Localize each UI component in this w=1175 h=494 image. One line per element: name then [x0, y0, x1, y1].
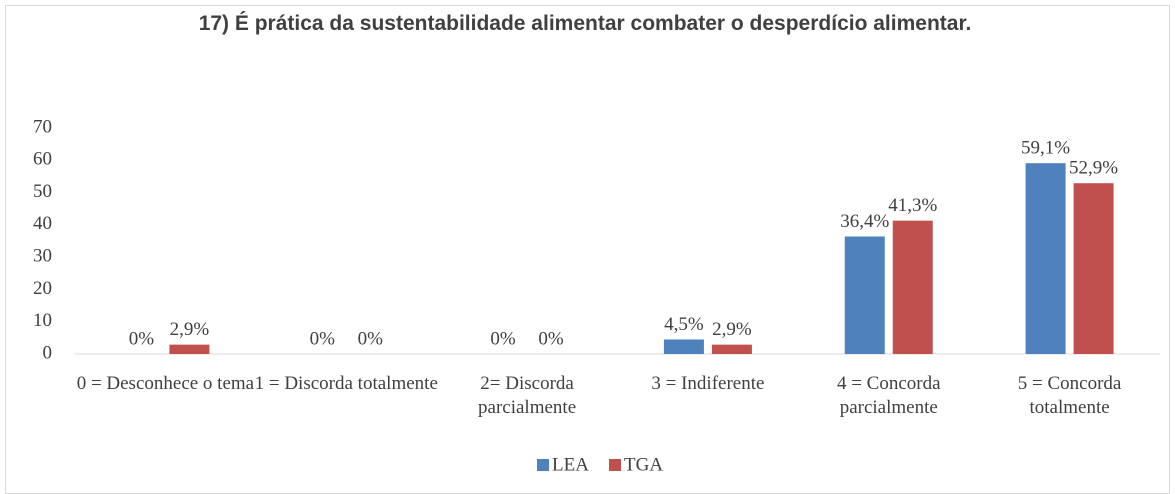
data-label: 2,9% [170, 319, 210, 340]
y-tick-label: 10 [33, 310, 52, 331]
x-tick-label: 5 = Concorda totalmente [1017, 373, 1122, 418]
y-tick-label: 0 [43, 342, 53, 363]
bar [1073, 183, 1114, 354]
data-label: 59,1% [1021, 138, 1070, 159]
y-tick-label: 20 [33, 278, 52, 299]
y-tick-label: 40 [33, 213, 52, 234]
legend-label: LEA [552, 454, 589, 475]
data-label: 2,9% [712, 319, 752, 340]
y-tick-label: 60 [33, 149, 52, 170]
data-label: 36,4% [840, 211, 889, 232]
x-tick-label: 4 = Concorda parcialmente [836, 373, 941, 418]
chart-border [5, 5, 1170, 494]
bar [711, 344, 752, 354]
bar [1025, 163, 1066, 354]
data-label: 0% [490, 328, 516, 349]
bar [844, 236, 885, 354]
x-tick-label: 1 = Discorda totalmente [254, 373, 438, 394]
data-label: 52,9% [1069, 158, 1118, 179]
data-label: 0% [358, 328, 384, 349]
legend-swatch [537, 459, 549, 471]
chart-title: 17) É prática da sustentabilidade alimen… [198, 12, 972, 35]
x-tick-label: 0 = Desconhece o tema [76, 373, 255, 394]
legend-swatch [609, 459, 621, 471]
bar [892, 220, 933, 354]
y-tick-label: 30 [33, 246, 52, 267]
y-tick-label: 70 [33, 116, 52, 137]
data-label: 41,3% [888, 195, 937, 216]
y-tick-label: 50 [33, 181, 52, 202]
data-label: 0% [538, 328, 564, 349]
data-label: 0% [129, 328, 155, 349]
data-label: 4,5% [664, 314, 704, 335]
x-tick-label: 2= Discorda parcialmente [478, 373, 577, 418]
bar [169, 344, 210, 354]
data-label: 0% [310, 328, 336, 349]
legend-label: TGA [624, 454, 663, 475]
x-tick-label: 3 = Indiferente [651, 373, 765, 394]
bar [663, 339, 704, 354]
